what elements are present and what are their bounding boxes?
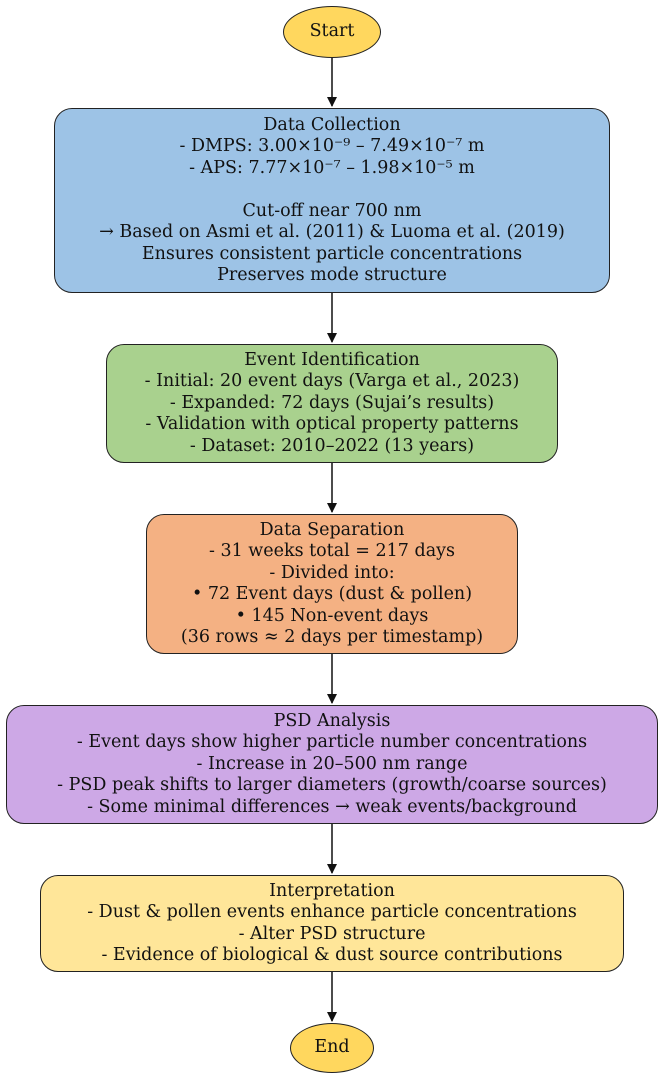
event-identification-line: - Validation with optical property patte… [145, 414, 519, 435]
data-separation-line: (36 rows ≈ 2 days per timestamp) [180, 627, 484, 647]
start-node: Start [283, 6, 381, 58]
event-identification-line: - Expanded: 72 days (Sujai’s results) [169, 392, 495, 413]
start-label: Start [309, 21, 355, 42]
event-identification-line: - Initial: 20 event days (Varga et al., … [144, 371, 520, 392]
data-collection-box: Data Collection - DMPS: 3.00×10⁻⁹ – 7.49… [54, 108, 610, 293]
psd-analysis-line: - PSD peak shifts to larger diameters (g… [57, 775, 607, 796]
interpretation-title: Interpretation [269, 880, 395, 901]
psd-analysis-line: - Some minimal differences → weak events… [87, 796, 577, 817]
data-separation-title: Data Separation [259, 519, 405, 540]
psd-analysis-line: - Event days show higher particle number… [76, 732, 588, 753]
end-node: End [290, 1023, 374, 1073]
interpretation-line: - Dust & pollen events enhance particle … [87, 902, 577, 922]
data-separation-line: - Divided into: [269, 562, 395, 583]
data-separation-line: - 31 weeks total = 217 days [208, 541, 456, 561]
event-identification-line: - Dataset: 2010–2022 (13 years) [189, 435, 475, 456]
data-collection-line: - DMPS: 3.00×10⁻⁹ – 7.49×10⁻⁷ m [179, 136, 485, 156]
psd-analysis-line: - Increase in 20–500 nm range [196, 753, 468, 774]
data-separation-line: • 145 Non-event days [235, 605, 429, 626]
data-separation-box: Data Separation - 31 weeks total = 217 d… [146, 514, 518, 654]
event-identification-title: Event Identification [244, 349, 420, 370]
interpretation-line: - Evidence of biological & dust source c… [101, 945, 563, 965]
interpretation-line: - Alter PSD structure [238, 923, 426, 944]
psd-analysis-box: PSD Analysis - Event days show higher pa… [6, 705, 658, 824]
end-label: End [314, 1037, 350, 1058]
data-collection-line: - APS: 7.77×10⁻⁷ – 1.98×10⁻⁵ m [189, 157, 475, 178]
event-identification-box: Event Identification - Initial: 20 event… [106, 344, 558, 463]
data-collection-line: Preserves mode structure [217, 265, 447, 285]
data-separation-line: • 72 Event days (dust & pollen) [191, 584, 473, 604]
data-collection-line: Ensures consistent particle concentratio… [141, 243, 523, 264]
interpretation-box: Interpretation - Dust & pollen events en… [40, 875, 624, 972]
data-collection-title: Data Collection [263, 114, 401, 135]
psd-analysis-title: PSD Analysis [273, 710, 391, 731]
data-collection-line: Cut-off near 700 nm [242, 200, 422, 221]
data-collection-line: → Based on Asmi et al. (2011) & Luoma et… [99, 222, 565, 242]
